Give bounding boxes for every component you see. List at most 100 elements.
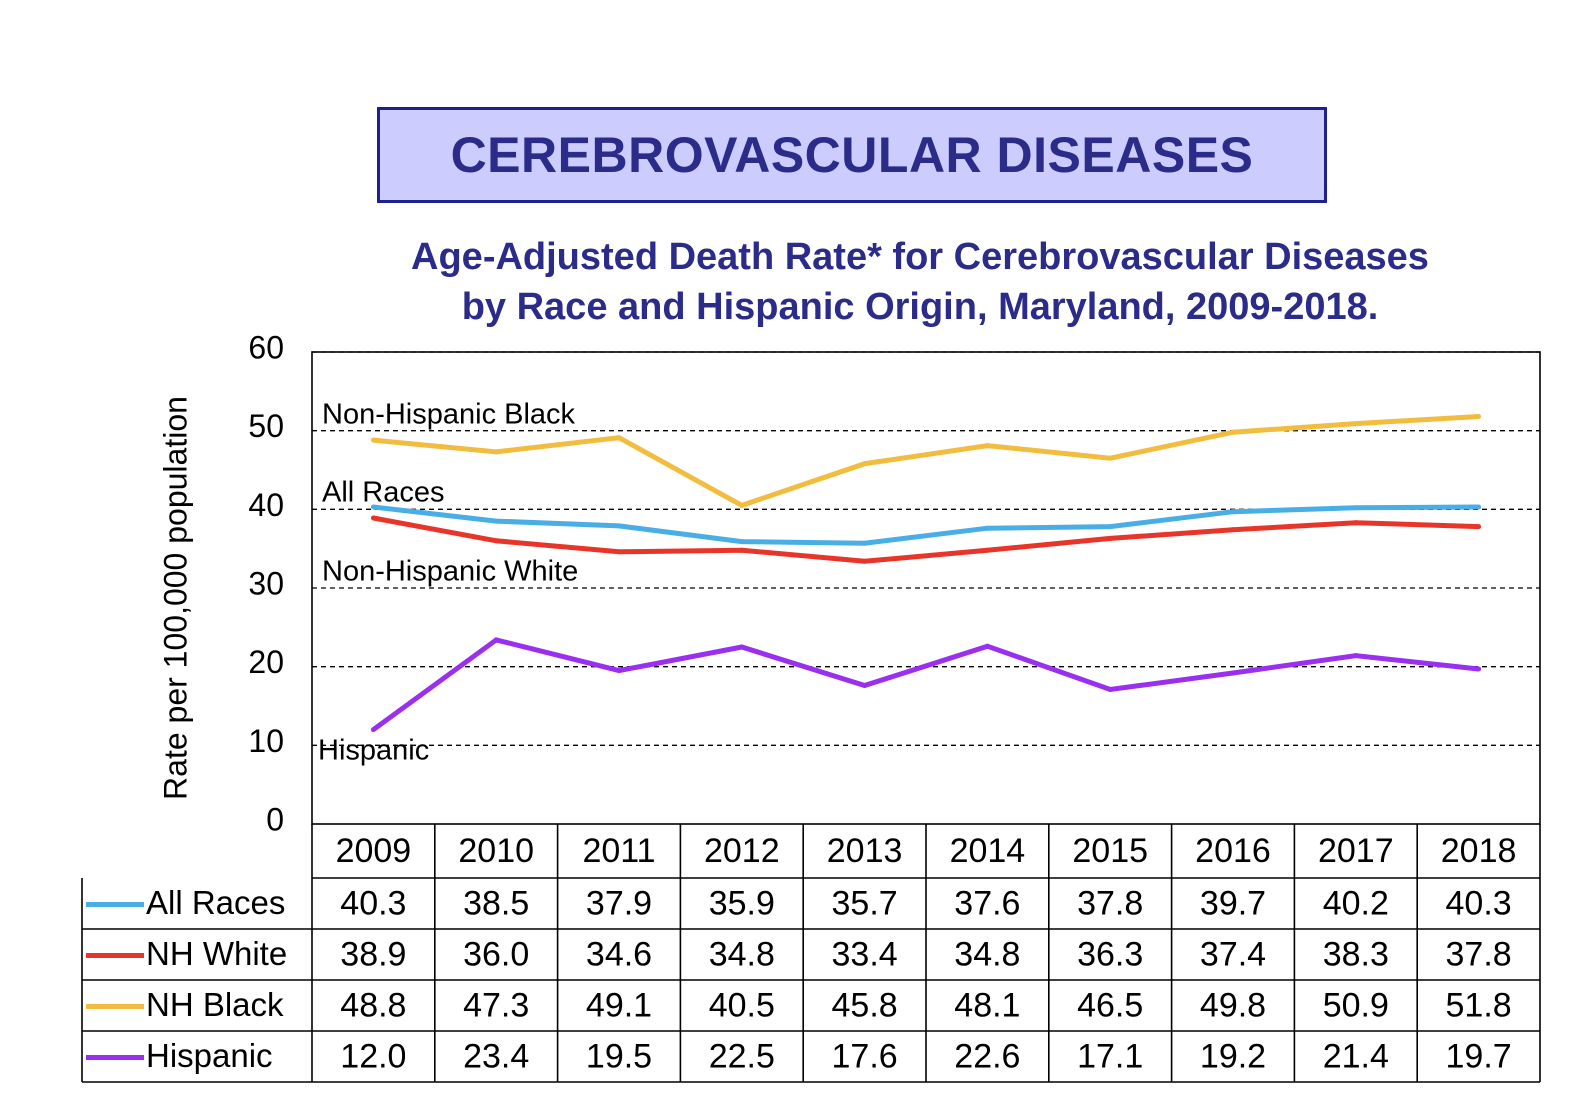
data-point-2-8 (1353, 421, 1359, 427)
series-line-2 (373, 414, 1479, 509)
table-cell-2-5: 48.1 (954, 986, 1020, 1024)
data-point-2-3 (739, 502, 745, 508)
series-line-0 (373, 504, 1479, 546)
data-point-3-4 (862, 683, 868, 689)
data-point-1-1 (493, 538, 499, 544)
series-line-1 (372, 515, 1479, 564)
table-cell-1-2: 34.6 (586, 935, 652, 973)
table-cell-3-9: 19.7 (1446, 1037, 1512, 1075)
section-banner: CEREBROVASCULAR DISEASES (377, 107, 1327, 203)
banner-title: CEREBROVASCULAR DISEASES (450, 127, 1254, 183)
y-tick-label-20: 20 (248, 644, 284, 680)
data-point-3-9 (1476, 666, 1482, 672)
data-point-0-6 (1107, 524, 1113, 530)
x-tick-label-2016: 2016 (1195, 832, 1271, 870)
table-cell-1-3: 34.8 (709, 935, 775, 973)
data-point-3-0 (370, 727, 376, 733)
data-point-0-7 (1230, 509, 1236, 515)
data-point-3-6 (1107, 686, 1113, 692)
data-point-0-1 (493, 518, 499, 524)
table-cell-3-6: 17.1 (1077, 1037, 1143, 1075)
table-cell-3-1: 23.4 (463, 1037, 529, 1075)
data-point-3-3 (739, 644, 745, 650)
data-point-2-7 (1230, 429, 1236, 435)
x-tick-label-2011: 2011 (582, 832, 655, 870)
data-point-0-9 (1476, 504, 1482, 510)
data-point-2-9 (1476, 414, 1482, 420)
data-point-1-2 (616, 549, 622, 555)
table-cell-1-5: 34.8 (954, 935, 1020, 973)
x-tick-label-2017: 2017 (1318, 832, 1394, 870)
data-point-2-1 (493, 449, 499, 455)
table-cell-3-2: 19.5 (586, 1037, 652, 1075)
table-cell-0-3: 35.9 (709, 884, 775, 922)
data-point-0-0 (370, 504, 376, 510)
table-cell-2-8: 50.9 (1323, 986, 1389, 1024)
table-cell-1-7: 37.4 (1200, 935, 1266, 973)
table-row-label-1: NH White (146, 935, 287, 972)
table-row-label-3: Hispanic (146, 1037, 273, 1074)
table-cell-2-1: 47.3 (463, 986, 529, 1024)
table-cell-0-4: 35.7 (832, 884, 898, 922)
data-point-1-9 (1476, 524, 1482, 530)
table-cell-0-9: 40.3 (1446, 884, 1512, 922)
table-cell-0-8: 40.2 (1323, 884, 1389, 922)
chart-title: Age-Adjusted Death Rate* for Cerebrovasc… (300, 232, 1540, 332)
data-point-0-8 (1353, 505, 1359, 511)
x-tick-label-2012: 2012 (704, 832, 780, 870)
y-tick-label-50: 50 (248, 408, 284, 444)
x-tick-label-2018: 2018 (1441, 832, 1517, 870)
x-tick-label-2010: 2010 (458, 832, 534, 870)
table-cell-0-1: 38.5 (463, 884, 529, 922)
table-cell-0-2: 37.9 (586, 884, 652, 922)
table-cell-2-6: 46.5 (1077, 986, 1143, 1024)
table-cell-3-8: 21.4 (1323, 1037, 1389, 1075)
data-point-2-5 (984, 443, 990, 449)
table-cell-0-0: 40.3 (340, 884, 406, 922)
y-tick-label-0: 0 (266, 801, 284, 837)
x-tick-label-2015: 2015 (1072, 832, 1148, 870)
table-cell-1-1: 36.0 (463, 935, 529, 973)
data-point-1-0 (370, 515, 376, 521)
data-point-2-6 (1107, 455, 1113, 461)
y-tick-label-40: 40 (248, 487, 284, 523)
table-cell-1-6: 36.3 (1077, 935, 1143, 973)
data-point-1-8 (1353, 520, 1359, 526)
data-point-1-4 (862, 558, 868, 564)
x-tick-label-2013: 2013 (827, 832, 903, 870)
chart-title-line-2: by Race and Hispanic Origin, Maryland, 2… (461, 286, 1379, 328)
data-point-2-0 (370, 437, 376, 443)
data-point-0-2 (616, 523, 622, 529)
x-tick-label-2014: 2014 (950, 832, 1026, 870)
series-annotation-1: All Races (322, 477, 445, 509)
data-point-1-5 (984, 547, 990, 553)
table-row-label-0: All Races (146, 884, 285, 921)
table-cell-0-6: 37.8 (1077, 884, 1143, 922)
table-cell-0-7: 39.7 (1200, 884, 1266, 922)
data-point-1-3 (739, 547, 745, 553)
table-cell-2-4: 45.8 (832, 986, 898, 1024)
data-point-1-7 (1230, 527, 1236, 533)
series-line-3 (371, 637, 1479, 732)
table-cell-1-0: 38.9 (340, 935, 406, 973)
x-tick-label-2009: 2009 (336, 832, 412, 870)
table-cell-1-9: 37.8 (1446, 935, 1512, 973)
data-point-1-6 (1107, 535, 1113, 541)
data-point-3-7 (1230, 670, 1236, 676)
table-cell-3-3: 22.5 (709, 1037, 775, 1075)
table-cell-3-5: 22.6 (954, 1037, 1020, 1075)
table-cell-2-3: 40.5 (709, 986, 775, 1024)
data-point-3-8 (1353, 653, 1359, 659)
table-cell-1-4: 33.4 (832, 935, 898, 973)
table-row-label-2: NH Black (146, 986, 284, 1023)
table-cell-1-8: 38.3 (1323, 935, 1389, 973)
table-cell-2-7: 49.8 (1200, 986, 1266, 1024)
table-cell-2-0: 48.8 (340, 986, 406, 1024)
data-point-0-3 (739, 539, 745, 545)
data-point-3-2 (616, 668, 622, 674)
series-annotation-2: Non-Hispanic White (322, 556, 578, 588)
y-tick-label-30: 30 (248, 565, 284, 601)
table-cell-0-5: 37.6 (954, 884, 1020, 922)
table-cell-2-9: 51.8 (1446, 986, 1512, 1024)
